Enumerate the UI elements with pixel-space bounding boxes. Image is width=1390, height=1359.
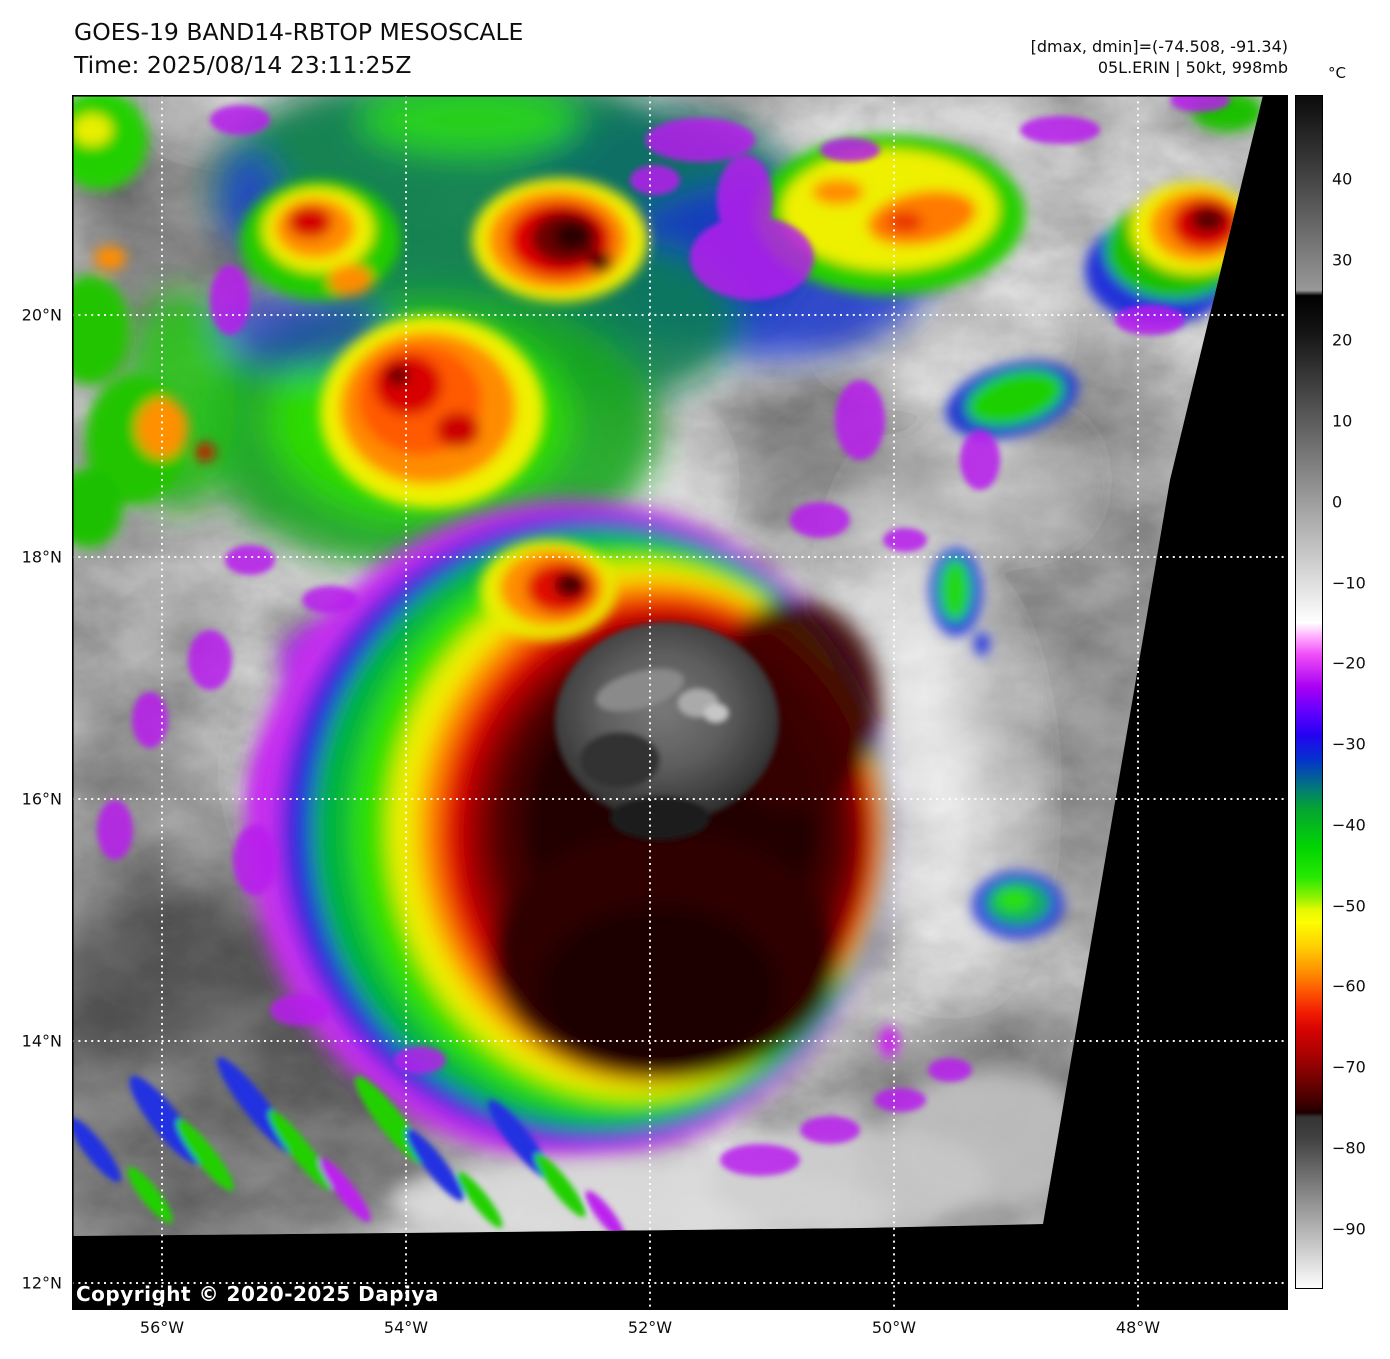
page-title: GOES-19 BAND14-RBTOP MESOSCALE [74,18,524,46]
info-block: [dmax, dmin]=(-74.508, -91.34) 05L.ERIN … [1031,36,1288,78]
lat-tick-label: 14°N [21,1031,62,1051]
copyright-watermark: Copyright © 2020-2025 Dapiya [76,1282,439,1306]
colorbar-tick-label: −40 [1332,815,1366,835]
colorbar-tick-label: −80 [1332,1138,1366,1158]
lat-tick-label: 16°N [21,789,62,809]
colorbar-tick-label: −30 [1332,734,1366,754]
map-frame [72,95,1289,1311]
southwest-streaks [72,1057,625,1236]
timestamp: Time: 2025/08/14 23:11:25Z [74,51,412,79]
lon-tick-label: 48°W [1115,1318,1161,1337]
colorbar-tick-label: 30 [1332,250,1353,270]
storm-info: 05L.ERIN | 50kt, 998mb [1097,58,1288,77]
convective-clusters [72,95,1263,1058]
colorbar-tick-label: −10 [1332,573,1366,593]
temperature-colorbar [1295,95,1323,1289]
colorbar-tick-label: −50 [1332,896,1366,916]
colorbar-tick-label: −70 [1332,1057,1366,1077]
lon-tick-label: 54°W [383,1318,429,1337]
lat-tick-label: 12°N [21,1273,62,1293]
title-block: GOES-19 BAND14-RBTOP MESOSCALE Time: 202… [74,16,523,82]
colorbar-tick-label: −90 [1332,1219,1366,1239]
colorbar-tick-label: 10 [1332,411,1353,431]
lon-tick-label: 56°W [139,1318,185,1337]
satellite-data-region [72,95,1263,1236]
map-area [72,95,1289,1311]
colorbar-tick-label: 20 [1332,330,1353,350]
lon-tick-label: 52°W [627,1318,673,1337]
satellite-map-image [72,95,1289,1311]
range-info: [dmax, dmin]=(-74.508, -91.34) [1030,37,1288,56]
latlon-gridlines [72,95,1288,1310]
lon-tick-label: 50°W [871,1318,917,1337]
lat-tick-label: 20°N [21,305,62,325]
colorbar-tick-label: 40 [1332,169,1353,189]
lat-tick-label: 18°N [21,547,62,567]
storm-eye [555,622,779,840]
purple-fringes [97,95,1230,1176]
colorbar-tick-label: −60 [1332,976,1366,996]
colorbar-tick-label: −20 [1332,653,1366,673]
colorbar-unit: °C [1328,64,1346,82]
colorbar-tick-label: 0 [1332,492,1343,512]
